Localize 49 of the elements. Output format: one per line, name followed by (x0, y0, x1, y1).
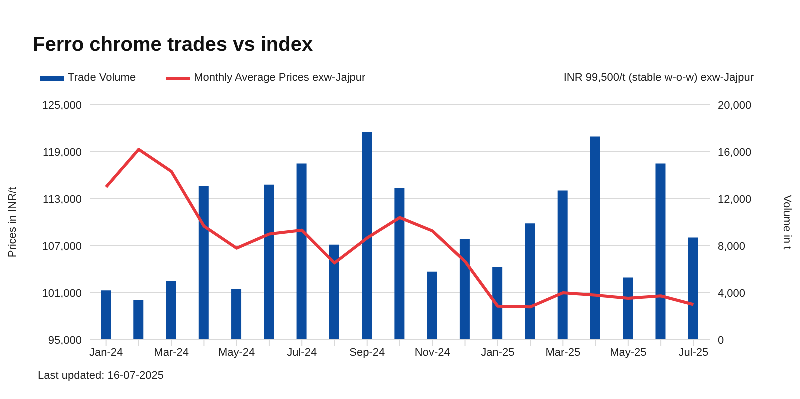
bar (427, 272, 438, 340)
y-axis-title: Prices in INR/t (6, 187, 19, 258)
bar (329, 244, 340, 340)
legend-label: Monthly Average Prices exw-Jajpur (194, 72, 366, 84)
y-tick-label: 101,000 (42, 288, 82, 300)
x-tick-label: May-24 (218, 346, 256, 359)
y-tick-label: 125,000 (42, 100, 82, 112)
bar (198, 186, 209, 340)
y-tick-label: 119,000 (43, 146, 82, 159)
y2-tick-label: 4,000 (718, 288, 746, 300)
line-series (104, 148, 696, 309)
y-tick-label: 113,000 (43, 194, 82, 206)
legend-label: Trade Volume (68, 72, 136, 84)
bar (264, 184, 274, 340)
y2-tick-label: 12,000 (718, 194, 752, 206)
bar (362, 132, 372, 340)
y2-tick-label: 16,000 (718, 146, 752, 159)
x-tick-label: Mar-25 (546, 346, 581, 359)
bar (394, 188, 405, 340)
text: Last updated: 16-07-2025 (38, 370, 164, 382)
x-tick-label: Mar-24 (154, 346, 189, 359)
bar (232, 289, 242, 340)
y2-tick-label: 8,000 (718, 240, 746, 253)
x-tick-label: May-25 (610, 346, 647, 359)
x-tick-label: Jan-24 (89, 346, 124, 359)
bar (688, 238, 698, 340)
bar (460, 238, 470, 340)
chart-title: Ferro chrome trades vs index (33, 34, 314, 57)
y2-tick-label: 0 (718, 334, 724, 347)
x-tick-label: Nov-24 (414, 346, 450, 359)
bar (492, 267, 503, 340)
x-tick-label: Jul-24 (287, 346, 318, 359)
bar (296, 164, 307, 340)
bar (134, 300, 144, 340)
y-tick-label: 107,000 (42, 240, 82, 253)
bar (525, 224, 536, 340)
y-tick-label: 95,000 (48, 334, 82, 347)
x-tick-label: Jul-25 (678, 346, 709, 359)
y2-axis-title: Volume in t (781, 195, 794, 250)
bar (166, 281, 176, 340)
x-tick-label: Sep-24 (350, 346, 386, 359)
bar (656, 164, 666, 340)
bar (623, 278, 634, 340)
bar (558, 190, 568, 340)
x-tick-label: Jan-25 (481, 346, 515, 359)
y2-tick-label: 20,000 (718, 100, 752, 112)
bar (590, 136, 600, 340)
text: INR 99,500/t (stable w-o-w) exw-Jajpur (564, 72, 754, 84)
bar (101, 290, 111, 340)
